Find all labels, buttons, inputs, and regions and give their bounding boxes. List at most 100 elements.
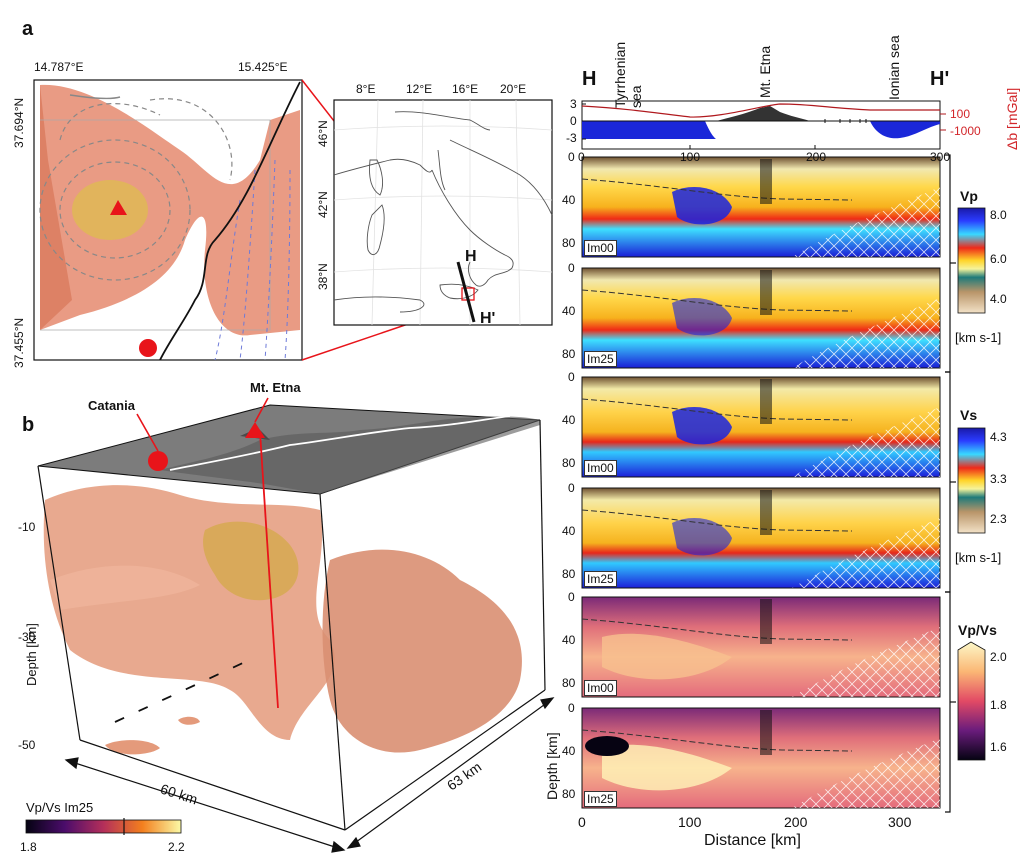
velocity-anomaly — [672, 187, 732, 225]
panel-a-letter: a — [22, 18, 34, 40]
section-label: Im25 — [584, 791, 617, 807]
isosurface-3d-east — [322, 549, 522, 753]
depth-tick: -50 — [18, 738, 36, 752]
seismicity-cluster — [760, 490, 772, 535]
depth-tick: 0 — [568, 370, 575, 384]
colorbar-vpvs-3d — [25, 819, 182, 834]
colorbar-3d-title: Vp/Vs Im25 — [26, 800, 94, 815]
high-velocity-body-3d — [203, 521, 299, 601]
seismicity-cluster — [760, 159, 772, 204]
map-lon-tick: 16°E — [452, 82, 479, 96]
cb-vs-tick: 4.3 — [990, 430, 1007, 444]
depth-tick: 40 — [562, 744, 576, 758]
isosurface-highlight — [50, 565, 200, 610]
unresolved-hatch — [792, 627, 940, 697]
depth-axis-label: Depth [km] — [24, 623, 39, 686]
gravity-tick: 100 — [950, 107, 971, 121]
panel-b-letter: b — [22, 414, 35, 436]
panel-a-3d-map — [33, 79, 303, 361]
section-end-H: H' — [930, 68, 950, 90]
topo-tick-marks — [582, 103, 941, 149]
seismicity-cluster — [760, 599, 772, 644]
shoreline-top — [69, 94, 121, 100]
depth-tick: 0 — [568, 590, 575, 604]
section-start-H: H — [582, 68, 597, 90]
colorbar-brackets — [945, 154, 956, 813]
coastline — [159, 81, 301, 361]
depth-tick: 80 — [562, 676, 576, 690]
map-lat-tick: 38°N — [316, 263, 330, 290]
depth-tick: 40 — [562, 524, 576, 538]
isosurface-3d-west — [43, 485, 335, 740]
depth-tick: 40 — [562, 413, 576, 427]
lon-left-label: 14.787°E — [34, 60, 84, 74]
topography-fill — [716, 106, 810, 121]
map-lon-tick: 12°E — [406, 82, 433, 96]
y-axis-label: Depth [km] — [544, 732, 560, 800]
cb-vp-unit: [km s-1] — [955, 330, 1002, 345]
cross-sections — [581, 156, 941, 809]
colorbar-3d-min: 1.8 — [20, 840, 37, 854]
catania-dot-icon — [139, 339, 157, 357]
etna-label: Mt. Etna — [250, 380, 301, 395]
map-lon-tick: 8°E — [356, 82, 376, 96]
inner-box — [40, 119, 271, 331]
etna-leader — [254, 397, 269, 423]
x-tick: 200 — [784, 814, 808, 830]
section-label: Im00 — [584, 240, 617, 256]
seismicity-cluster — [760, 710, 772, 755]
section-label: Im00 — [584, 680, 617, 696]
section-label: Im25 — [584, 351, 617, 367]
isosurface-blob-bottom — [105, 740, 160, 755]
isosurface-shadow — [40, 85, 72, 330]
map-profile-end: H' — [480, 310, 496, 327]
bathymetry-east — [870, 121, 940, 139]
lat-bottom-label: 37.455°N — [12, 317, 26, 368]
coastlines — [333, 111, 553, 313]
topo-shade — [160, 416, 540, 494]
cb-vpvs-title: Vp/Vs — [958, 622, 997, 638]
x-tick: 0 — [578, 814, 586, 830]
depth-tick: 80 — [562, 567, 576, 581]
bathymetry-contours — [214, 159, 291, 361]
gravity-axis-label: Δb [mGal] — [1004, 87, 1020, 150]
map-lat-tick: 42°N — [316, 191, 330, 218]
depth-tick: 0 — [568, 261, 575, 275]
velocity-anomaly — [672, 298, 732, 336]
topo-tick: 0 — [570, 114, 577, 128]
etna-marker-icon — [245, 422, 265, 438]
coastline-3d — [169, 415, 511, 471]
map-lat-tick: 46°N — [316, 120, 330, 147]
cb-vs-unit: [km s-1] — [955, 550, 1002, 565]
unresolved-hatch — [792, 187, 940, 257]
gravity-tick-marks — [940, 113, 946, 131]
topo-x-tick: 100 — [680, 150, 701, 164]
depth-tick: 40 — [562, 633, 576, 647]
topo-gravity-profile — [581, 100, 946, 150]
place-tyrrhenian: Tyrrhenian sea — [612, 41, 644, 108]
x-axis-label: Distance [km] — [704, 832, 801, 849]
map-profile-start: H — [465, 248, 477, 265]
regional-map — [333, 99, 553, 326]
topo-x-tick: 200 — [806, 150, 827, 164]
gravity-tick: -1000 — [950, 124, 981, 138]
colorbar-vs — [957, 427, 986, 534]
cb-vpvs-tick: 1.6 — [990, 740, 1007, 754]
unresolved-hatch — [792, 407, 940, 477]
cb-vp-title: Vp — [960, 188, 978, 204]
colorbar-3d-max: 2.2 — [168, 840, 185, 854]
map-lon-tick: 20°E — [500, 82, 527, 96]
catania-marker-icon — [148, 451, 168, 471]
depth-tick: 40 — [562, 193, 576, 207]
velocity-anomaly — [672, 518, 732, 556]
cb-vp-tick: 6.0 — [990, 252, 1007, 266]
seismicity-cluster — [760, 270, 772, 315]
colorbar-vpvs — [957, 641, 986, 761]
topo-x-tick: 0 — [578, 150, 585, 164]
cb-vp-tick: 4.0 — [990, 292, 1007, 306]
depth-tick: 80 — [562, 236, 576, 250]
cb-vs-tick: 2.3 — [990, 512, 1007, 526]
depth-tick: -30 — [18, 630, 36, 644]
topo-x-tick: 300 — [930, 150, 951, 164]
